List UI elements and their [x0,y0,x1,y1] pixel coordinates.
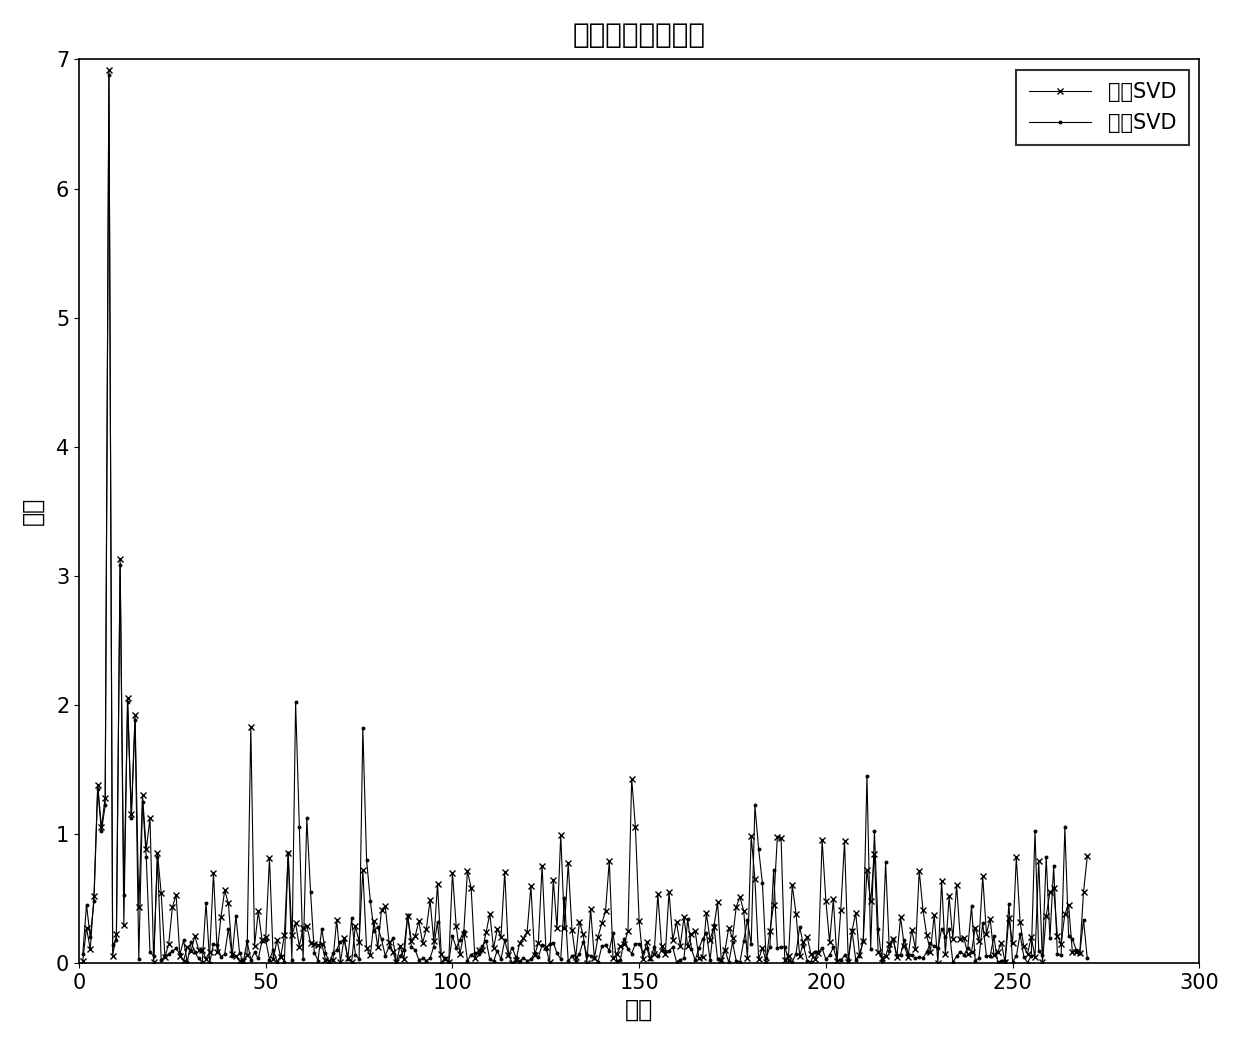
改进SVD [423,894,438,906]
改进SVD [770,831,785,844]
改进SVD [232,955,247,968]
改进SVD [348,920,363,932]
Line: 改进SVD: 改进SVD [81,67,1090,966]
普通SVD [770,942,785,954]
普通SVD [202,956,217,969]
改进SVD [1080,850,1095,863]
普通SVD [1080,952,1095,965]
普通SVD [102,69,117,81]
普通SVD [658,945,673,957]
X-axis label: 序号: 序号 [625,998,653,1022]
普通SVD [76,947,91,960]
普通SVD [236,955,250,968]
普通SVD [427,941,441,953]
Title: 等效信道时域响应: 等效信道时域响应 [573,21,706,49]
普通SVD [117,889,131,901]
改进SVD [102,64,117,76]
改进SVD [117,919,131,931]
改进SVD [658,947,673,960]
普通SVD [352,952,367,965]
改进SVD [76,954,91,967]
改进SVD [505,956,520,969]
Legend: 改进SVD, 普通SVD: 改进SVD, 普通SVD [1017,70,1189,145]
Line: 普通SVD: 普通SVD [81,72,1090,966]
Y-axis label: 幅度: 幅度 [21,498,45,526]
